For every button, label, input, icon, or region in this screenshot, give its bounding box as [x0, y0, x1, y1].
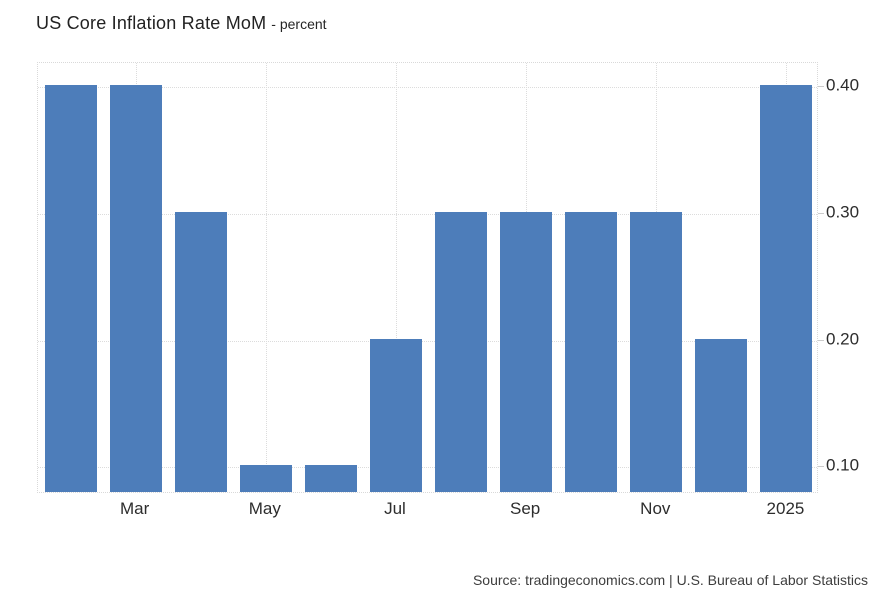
gridline-vertical [395, 63, 397, 492]
gridline-vertical [265, 63, 267, 492]
gridline-horizontal [38, 467, 817, 469]
chart-title-unit: - percent [271, 16, 327, 32]
chart-title: US Core Inflation Rate MoM - percent [36, 13, 327, 34]
gridline-horizontal [38, 87, 817, 89]
bar-10[interactable] [695, 338, 748, 492]
y-axis-label: 0.30 [826, 202, 860, 222]
bar-4[interactable] [304, 465, 357, 492]
x-axis-label: May [248, 499, 281, 518]
x-axis-label: Mar [119, 499, 150, 518]
y-axis-label: 0.40 [826, 75, 860, 95]
plot-area [37, 62, 818, 493]
bar-0[interactable] [44, 85, 97, 492]
y-axis-tick [818, 212, 824, 214]
y-axis-label: 0.20 [826, 329, 860, 349]
y-axis-label: 0.10 [826, 455, 860, 475]
y-axis-tick [818, 339, 824, 341]
bar-8[interactable] [565, 211, 618, 492]
x-axis-label: Nov [640, 499, 671, 518]
chart-title-main: US Core Inflation Rate MoM [36, 13, 267, 33]
bar-2[interactable] [174, 211, 227, 492]
gridline-horizontal [38, 340, 817, 342]
x-axis-label: Jul [384, 499, 406, 518]
source-attribution: Source: tradingeconomics.com | U.S. Bure… [472, 572, 868, 588]
gridline-horizontal [38, 213, 817, 215]
y-axis-tick [818, 466, 824, 468]
bar-6[interactable] [435, 211, 488, 492]
bar-5[interactable] [369, 338, 422, 492]
bar-11[interactable] [760, 85, 813, 492]
x-axis-label: Sep [510, 499, 541, 518]
bar-3[interactable] [239, 465, 292, 492]
x-axis-label: 2025 [766, 499, 805, 518]
bar-9[interactable] [630, 211, 683, 492]
y-axis-tick [818, 86, 824, 88]
bar-1[interactable] [109, 85, 162, 492]
bar-7[interactable] [500, 211, 553, 492]
